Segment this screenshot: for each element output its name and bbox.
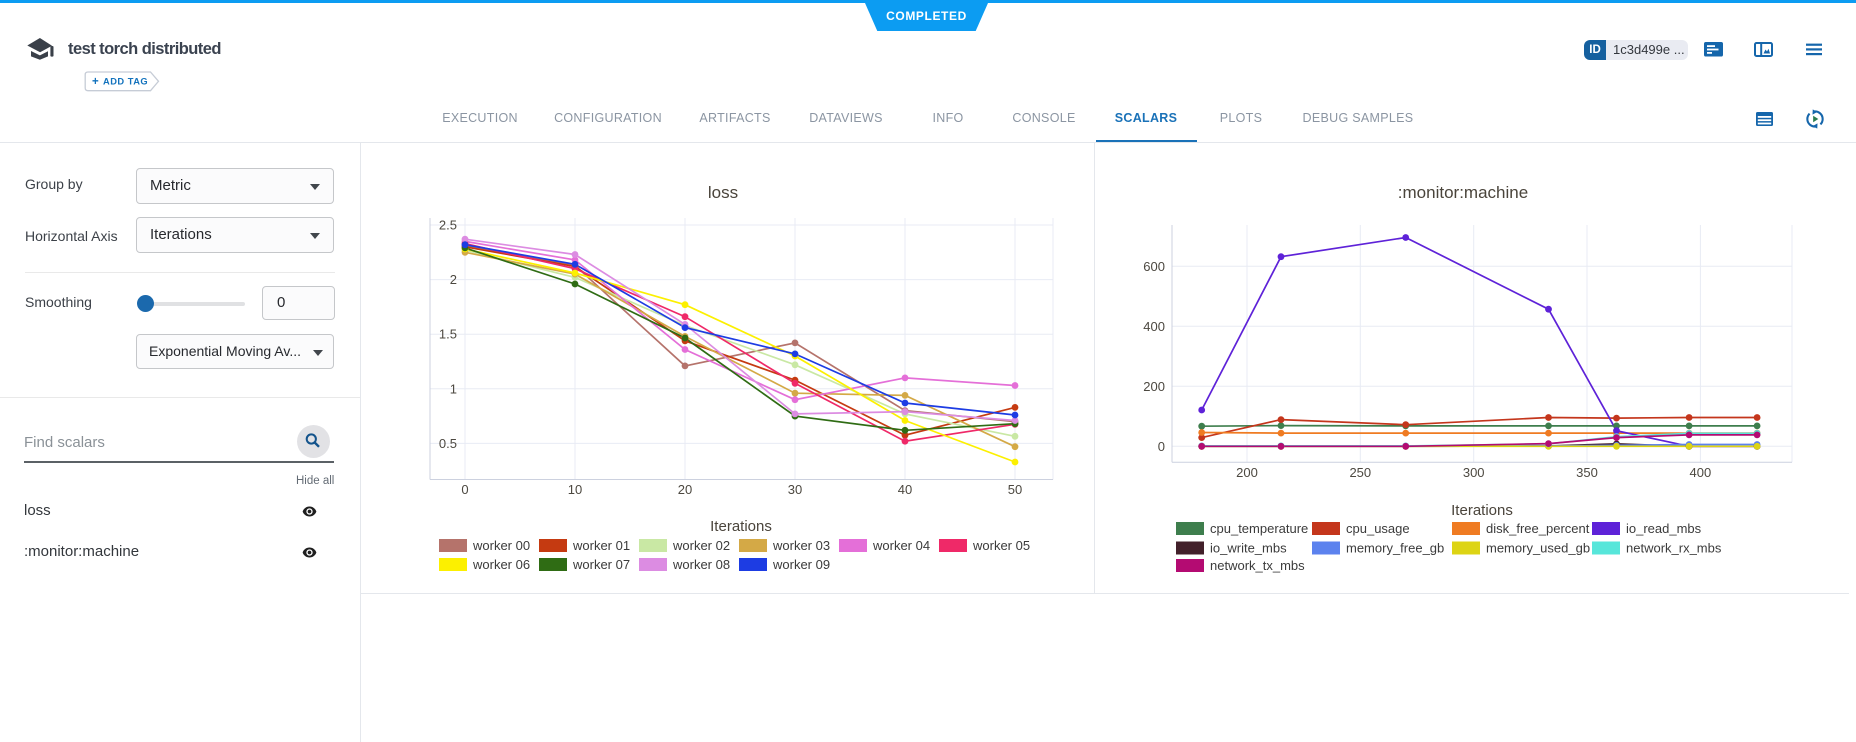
svg-text:30: 30	[788, 482, 802, 497]
svg-text:10: 10	[568, 482, 582, 497]
svg-text:worker 04: worker 04	[872, 538, 930, 553]
svg-text:20: 20	[678, 482, 692, 497]
svg-text:50: 50	[1008, 482, 1022, 497]
svg-text:200: 200	[1143, 379, 1165, 394]
svg-text:worker 02: worker 02	[672, 538, 730, 553]
svg-text:Iterations: Iterations	[710, 518, 772, 535]
svg-text:300: 300	[1463, 465, 1485, 480]
svg-text:worker 05: worker 05	[972, 538, 1030, 553]
svg-text:worker 01: worker 01	[572, 538, 630, 553]
svg-text:Iterations: Iterations	[1451, 502, 1513, 519]
svg-text:1: 1	[450, 381, 457, 396]
svg-text::monitor:machine: :monitor:machine	[1398, 183, 1528, 202]
svg-text:2.5: 2.5	[439, 218, 457, 233]
svg-text:400: 400	[1690, 465, 1712, 480]
svg-text:worker 00: worker 00	[472, 538, 530, 553]
svg-text:network_tx_mbs: network_tx_mbs	[1210, 558, 1305, 573]
svg-text:worker 06: worker 06	[472, 557, 530, 572]
svg-text:ADD TAG: ADD TAG	[103, 77, 148, 87]
svg-text:400: 400	[1143, 319, 1165, 334]
svg-text:40: 40	[898, 482, 912, 497]
svg-text:250: 250	[1349, 465, 1371, 480]
svg-text:600: 600	[1143, 259, 1165, 274]
svg-text:network_rx_mbs: network_rx_mbs	[1626, 541, 1722, 556]
svg-text:+: +	[92, 76, 99, 88]
svg-text:memory_free_gb: memory_free_gb	[1346, 541, 1444, 556]
svg-text:io_write_mbs: io_write_mbs	[1210, 541, 1287, 556]
svg-text:0: 0	[1158, 439, 1165, 454]
svg-text:cpu_temperature: cpu_temperature	[1210, 521, 1308, 536]
svg-text:2: 2	[450, 272, 457, 287]
svg-text:1.5: 1.5	[439, 327, 457, 342]
svg-text:disk_free_percent: disk_free_percent	[1486, 521, 1590, 536]
svg-text:0.5: 0.5	[439, 436, 457, 451]
svg-text:cpu_usage: cpu_usage	[1346, 521, 1410, 536]
svg-text:worker 07: worker 07	[572, 557, 630, 572]
svg-text:worker 08: worker 08	[672, 557, 730, 572]
svg-text:0: 0	[461, 482, 468, 497]
svg-text:worker 09: worker 09	[772, 557, 830, 572]
svg-text:loss: loss	[708, 183, 738, 202]
svg-text:350: 350	[1576, 465, 1598, 480]
svg-text:200: 200	[1236, 465, 1258, 480]
svg-text:worker 03: worker 03	[772, 538, 830, 553]
svg-text:memory_used_gb: memory_used_gb	[1486, 541, 1590, 556]
svg-text:io_read_mbs: io_read_mbs	[1626, 521, 1702, 536]
